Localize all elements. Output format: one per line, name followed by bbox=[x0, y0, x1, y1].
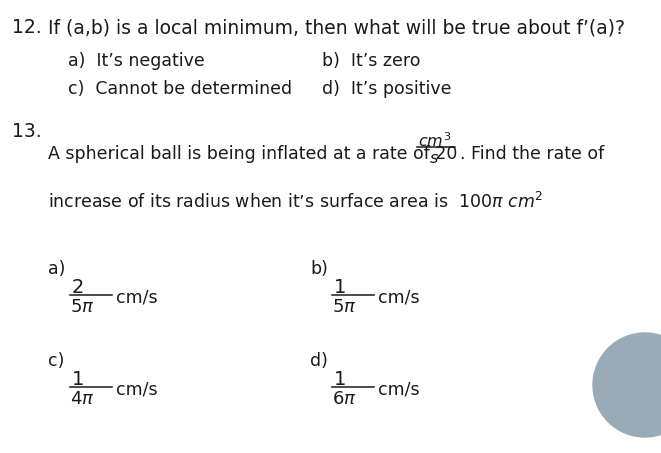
Circle shape bbox=[593, 333, 661, 437]
Text: If (a,b) is a local minimum, then what will be true about f’(a)?: If (a,b) is a local minimum, then what w… bbox=[48, 18, 625, 37]
Text: c): c) bbox=[48, 352, 64, 370]
Text: $s$: $s$ bbox=[429, 151, 439, 166]
Text: increase of its radius when it’s surface area is  $100\pi\ cm^2$: increase of its radius when it’s surface… bbox=[48, 192, 543, 212]
Text: cm/s: cm/s bbox=[378, 288, 420, 306]
Text: $cm^3$: $cm^3$ bbox=[418, 131, 451, 149]
Text: . Find the rate of: . Find the rate of bbox=[460, 145, 604, 163]
Text: d): d) bbox=[310, 352, 328, 370]
Text: A spherical ball is being inflated at a rate of 20: A spherical ball is being inflated at a … bbox=[48, 145, 457, 163]
Text: cm/s: cm/s bbox=[116, 288, 157, 306]
Text: $5\pi$: $5\pi$ bbox=[332, 298, 356, 316]
Text: 13.: 13. bbox=[12, 122, 42, 141]
Text: b)  It’s zero: b) It’s zero bbox=[322, 52, 420, 70]
Text: b): b) bbox=[310, 260, 328, 278]
Text: $5\pi$: $5\pi$ bbox=[70, 298, 95, 316]
Text: 1: 1 bbox=[334, 370, 346, 389]
Text: $6\pi$: $6\pi$ bbox=[332, 390, 356, 408]
Text: 12.: 12. bbox=[12, 18, 42, 37]
Text: 2: 2 bbox=[72, 278, 85, 297]
Text: c)  Cannot be determined: c) Cannot be determined bbox=[68, 80, 292, 98]
Text: 1: 1 bbox=[72, 370, 85, 389]
Text: d)  It’s positive: d) It’s positive bbox=[322, 80, 451, 98]
Text: a): a) bbox=[48, 260, 65, 278]
Text: cm/s: cm/s bbox=[116, 380, 157, 398]
Text: 1: 1 bbox=[334, 278, 346, 297]
Text: a)  It’s negative: a) It’s negative bbox=[68, 52, 205, 70]
Text: cm/s: cm/s bbox=[378, 380, 420, 398]
Text: $4\pi$: $4\pi$ bbox=[70, 390, 95, 408]
